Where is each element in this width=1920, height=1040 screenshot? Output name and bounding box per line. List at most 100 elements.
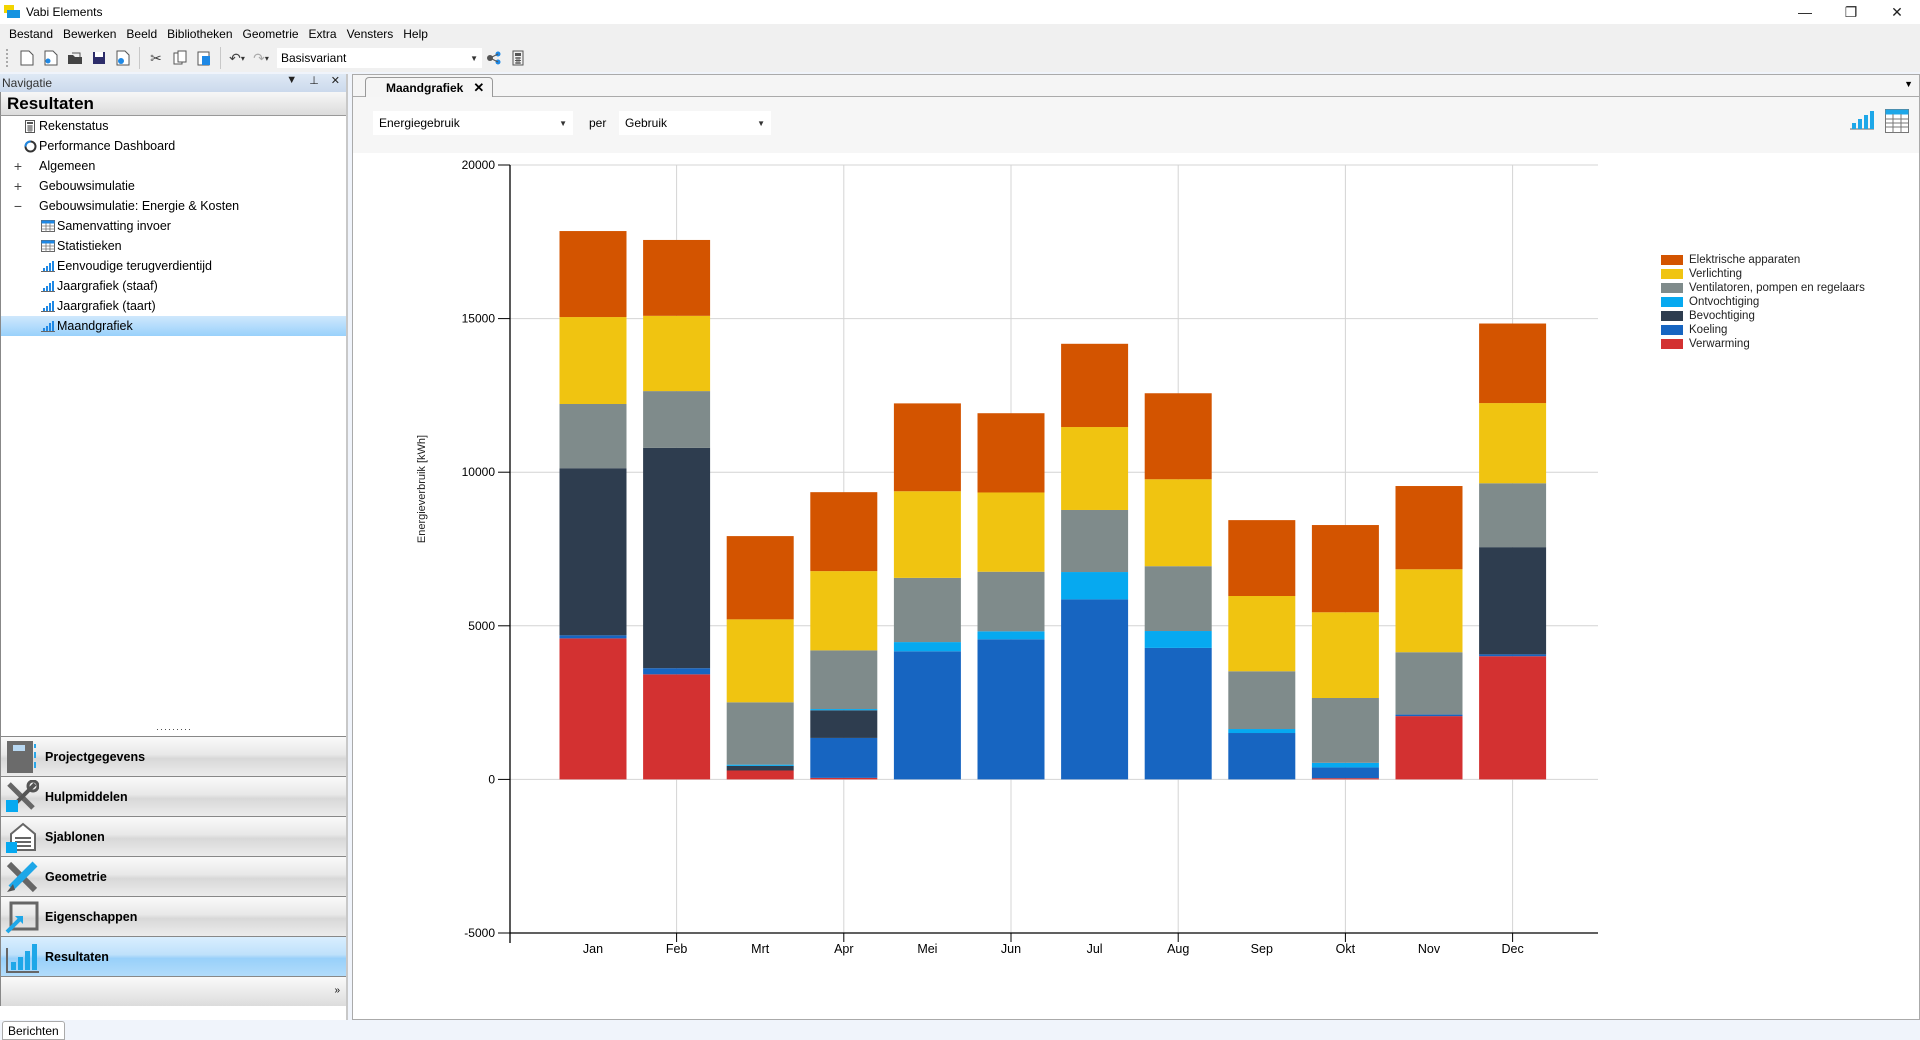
bar-segment-verwarming-nov[interactable] <box>1395 716 1463 780</box>
bar-segment-verwarming-jan[interactable] <box>559 638 627 780</box>
tree-item-jaargrafiek-taart[interactable]: Jaargrafiek (taart) <box>1 296 346 316</box>
tree-item-jaargrafiek-staaf[interactable]: Jaargrafiek (staaf) <box>1 276 346 296</box>
bar-segment-koeling-okt[interactable] <box>1311 767 1379 779</box>
close-tab-icon[interactable]: ✕ <box>473 80 485 95</box>
messages-tab[interactable]: Berichten <box>2 1021 65 1040</box>
bar-segment-koeling-nov[interactable] <box>1395 714 1463 717</box>
redo-icon[interactable]: ↷ ▾ <box>253 49 269 66</box>
tree-item-algemeen[interactable]: + Algemeen <box>1 156 346 176</box>
tree-item-maandgrafiek[interactable]: Maandgrafiek <box>1 316 346 336</box>
more-sections-icon[interactable]: » <box>334 985 340 996</box>
bar-segment-koeling-sep[interactable] <box>1228 733 1296 780</box>
tab-list-dropdown-icon[interactable]: ▼ <box>1904 79 1913 89</box>
legend-item[interactable]: Verlichting <box>1661 267 1865 281</box>
bar-segment-ventilatoren-pompen-en-regelaars-okt[interactable] <box>1311 697 1379 763</box>
copy-icon[interactable] <box>168 47 192 69</box>
bar-segment-ventilatoren-pompen-en-regelaars-aug[interactable] <box>1144 566 1212 632</box>
chart-view-icon[interactable] <box>1849 109 1875 136</box>
bar-segment-verlichting-jan[interactable] <box>559 317 627 405</box>
new-from-template-icon[interactable] <box>39 47 63 69</box>
section-eigenschappen[interactable]: Eigenschappen <box>0 896 346 936</box>
pin-icon[interactable]: ⊥ <box>309 75 319 87</box>
legend-item[interactable]: Ventilatoren, pompen en regelaars <box>1661 281 1865 295</box>
toolbar-grip[interactable] <box>6 49 9 67</box>
bar-segment-bevochtiging-jan[interactable] <box>559 468 627 636</box>
tab-maandgrafiek[interactable]: Maandgrafiek ✕ <box>365 77 494 98</box>
bar-segment-ontvochtiging-jul[interactable] <box>1061 572 1129 600</box>
new-document-icon[interactable] <box>15 47 39 69</box>
table-view-icon[interactable] <box>1885 109 1909 136</box>
bar-segment-verwarming-apr[interactable] <box>810 777 878 780</box>
section-sjablonen[interactable]: Sjablonen <box>0 816 346 856</box>
bar-segment-elektrische-apparaten-mei[interactable] <box>893 403 961 492</box>
bar-segment-verwarming-okt[interactable] <box>1311 778 1379 780</box>
bar-segment-elektrische-apparaten-okt[interactable] <box>1311 525 1379 613</box>
bar-segment-ventilatoren-pompen-en-regelaars-mei[interactable] <box>893 577 961 643</box>
menu-vensters[interactable]: Vensters <box>346 27 394 41</box>
legend-item[interactable]: Ontvochtiging <box>1661 295 1865 309</box>
close-panel-icon[interactable]: ✕ <box>330 75 340 87</box>
bar-segment-elektrische-apparaten-jan[interactable] <box>559 231 627 318</box>
bar-segment-bevochtiging-mrt[interactable] <box>726 765 794 771</box>
menu-bestand[interactable]: Bestand <box>9 27 54 41</box>
export-icon[interactable] <box>111 47 135 69</box>
bar-segment-verlichting-nov[interactable] <box>1395 569 1463 653</box>
legend-item[interactable]: Elektrische apparaten <box>1661 253 1865 267</box>
legend-item[interactable]: Bevochtiging <box>1661 309 1865 323</box>
menu-extra[interactable]: Extra <box>308 27 337 41</box>
bar-segment-ventilatoren-pompen-en-regelaars-mrt[interactable] <box>726 702 794 765</box>
menu-help[interactable]: Help <box>403 27 428 41</box>
bar-segment-koeling-apr[interactable] <box>810 737 878 778</box>
bar-segment-koeling-mei[interactable] <box>893 651 961 780</box>
section-resultaten[interactable]: Resultaten <box>0 936 346 976</box>
section-geometrie[interactable]: Geometrie <box>0 856 346 896</box>
bar-segment-ontvochtiging-okt[interactable] <box>1311 762 1379 768</box>
close-button[interactable]: ✕ <box>1891 3 1903 20</box>
bar-segment-elektrische-apparaten-apr[interactable] <box>810 492 878 572</box>
bar-segment-ontvochtiging-mrt[interactable] <box>726 764 794 766</box>
expand-icon[interactable]: + <box>13 178 23 194</box>
bar-segment-ontvochtiging-apr[interactable] <box>810 709 878 711</box>
save-icon[interactable] <box>87 47 111 69</box>
bar-segment-bevochtiging-feb[interactable] <box>643 447 711 669</box>
calculator-icon[interactable] <box>506 47 530 69</box>
bar-segment-elektrische-apparaten-dec[interactable] <box>1479 323 1547 404</box>
minimize-button[interactable]: — <box>1798 4 1812 20</box>
tree-item-energie-kosten[interactable]: − Gebouwsimulatie: Energie & Kosten <box>1 196 346 216</box>
bar-segment-verwarming-dec[interactable] <box>1479 656 1547 780</box>
tree-item-statistieken[interactable]: Statistieken <box>1 236 346 256</box>
bar-segment-elektrische-apparaten-mrt[interactable] <box>726 536 794 620</box>
bar-segment-koeling-aug[interactable] <box>1144 647 1212 780</box>
open-folder-icon[interactable] <box>63 47 87 69</box>
bar-segment-verlichting-feb[interactable] <box>643 315 711 392</box>
group-select[interactable]: Gebruik ▼ <box>619 111 771 135</box>
bar-segment-ventilatoren-pompen-en-regelaars-jan[interactable] <box>559 404 627 469</box>
bar-segment-ontvochtiging-sep[interactable] <box>1228 729 1296 734</box>
undo-icon[interactable]: ↶ ▾ <box>229 49 245 66</box>
bar-segment-ventilatoren-pompen-en-regelaars-jul[interactable] <box>1061 509 1129 573</box>
paste-icon[interactable] <box>192 47 216 69</box>
bar-segment-verlichting-dec[interactable] <box>1479 403 1547 484</box>
collapse-icon[interactable]: − <box>13 198 23 214</box>
tree-item-performance-dashboard[interactable]: Performance Dashboard <box>1 136 346 156</box>
section-hulpmiddelen[interactable]: Hulpmiddelen <box>0 776 346 816</box>
bar-segment-verwarming-feb[interactable] <box>643 674 711 780</box>
bar-segment-elektrische-apparaten-nov[interactable] <box>1395 486 1463 570</box>
bar-segment-bevochtiging-dec[interactable] <box>1479 547 1547 655</box>
bar-segment-verlichting-mei[interactable] <box>893 491 961 578</box>
menu-bibliotheken[interactable]: Bibliotheken <box>167 27 233 41</box>
bar-segment-koeling-feb[interactable] <box>643 668 711 675</box>
bar-segment-verlichting-jun[interactable] <box>977 492 1045 572</box>
bar-segment-verlichting-aug[interactable] <box>1144 479 1212 567</box>
share-icon[interactable] <box>482 47 506 69</box>
bar-segment-verlichting-okt[interactable] <box>1311 612 1379 698</box>
legend-item[interactable]: Koeling <box>1661 323 1865 337</box>
bar-segment-ontvochtiging-mei[interactable] <box>893 642 961 652</box>
bar-segment-ventilatoren-pompen-en-regelaars-jun[interactable] <box>977 571 1045 632</box>
bar-segment-elektrische-apparaten-jul[interactable] <box>1061 343 1129 428</box>
bar-segment-verlichting-jul[interactable] <box>1061 427 1129 510</box>
section-projectgegevens[interactable]: Projectgegevens <box>0 736 346 776</box>
bar-segment-ontvochtiging-aug[interactable] <box>1144 631 1212 648</box>
expand-icon[interactable]: + <box>13 158 23 174</box>
quantity-select[interactable]: Energiegebruik ▼ <box>373 111 573 135</box>
